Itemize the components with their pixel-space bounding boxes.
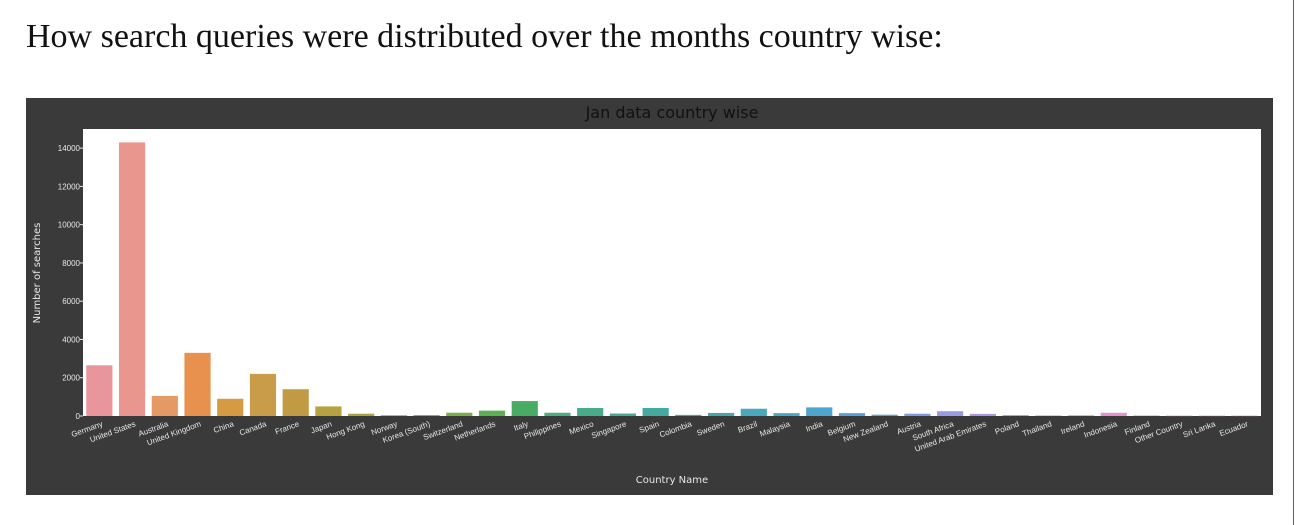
chart-figure: Jan data country wise Country Name Numbe…	[26, 98, 1273, 495]
bar	[707, 412, 735, 416]
page-heading: How search queries were distributed over…	[26, 18, 943, 55]
y-tick-label: 8000	[62, 259, 80, 268]
bar	[478, 410, 506, 416]
page-right-border	[1293, 0, 1294, 525]
y-axis-ticks: 0 2000 4000 6000 8000 10000 12000 14000	[58, 144, 83, 421]
x-tick-label: Sri Lanka	[1182, 419, 1217, 439]
y-tick-label: 14000	[58, 144, 81, 153]
x-tick-label: India	[805, 419, 825, 434]
y-tick-label: 6000	[62, 297, 80, 306]
x-tick-label: Colombia	[658, 419, 693, 439]
y-tick-label: 10000	[58, 221, 81, 230]
bar	[86, 365, 113, 416]
bar	[773, 413, 800, 416]
x-tick-label: Ecuador	[1218, 419, 1249, 438]
y-tick-label: 4000	[62, 335, 80, 344]
bar	[675, 414, 702, 416]
x-tick-label: Malaysia	[758, 419, 791, 438]
x-tick-label: Thailand	[1021, 419, 1053, 438]
y-axis-label: Number of searches	[32, 223, 43, 324]
bars	[86, 142, 1258, 417]
bar	[282, 389, 309, 416]
plot-area	[83, 129, 1261, 416]
x-tick-label: Canada	[238, 419, 268, 437]
bar	[348, 413, 375, 416]
x-tick-label: China	[212, 419, 235, 435]
bar	[838, 413, 866, 416]
bar	[937, 411, 964, 416]
bar-chart: Jan data country wise Country Name Numbe…	[32, 103, 1261, 486]
bar	[1067, 415, 1095, 416]
x-tick-label: France	[274, 419, 301, 436]
bar	[806, 407, 833, 416]
bar	[118, 142, 146, 416]
x-axis-label: Country Name	[636, 475, 708, 486]
bar	[446, 412, 473, 416]
bar	[184, 352, 211, 416]
bar	[413, 415, 440, 416]
bar	[1198, 415, 1226, 417]
bar	[740, 408, 767, 416]
x-tick-label: Sweden	[696, 419, 726, 437]
bar	[577, 407, 604, 416]
bar	[151, 395, 178, 416]
bar	[1100, 412, 1127, 416]
x-tick-label: Indonesia	[1083, 419, 1119, 440]
x-tick-label: Spain	[638, 419, 660, 434]
y-tick-label: 12000	[58, 182, 81, 191]
x-tick-label: Singapore	[590, 419, 628, 440]
x-tick-label: Brazil	[737, 419, 759, 434]
bar	[249, 373, 277, 416]
bar	[1002, 415, 1029, 416]
y-tick-label: 2000	[62, 374, 80, 383]
bar	[544, 412, 571, 416]
bar	[1035, 415, 1062, 416]
bar	[217, 398, 244, 416]
bar	[904, 413, 931, 416]
chart-title: Jan data country wise	[585, 103, 759, 122]
bar	[871, 414, 898, 416]
bar	[1231, 415, 1258, 417]
bar	[642, 407, 669, 416]
bar	[1166, 415, 1193, 417]
x-tick-label: Philippines	[523, 419, 562, 441]
x-tick-label: Poland	[994, 419, 1020, 436]
y-tick-label: 0	[76, 412, 81, 421]
bar	[380, 415, 407, 416]
bar	[315, 406, 342, 416]
bar	[969, 413, 996, 416]
bar	[609, 413, 637, 416]
bar	[1133, 415, 1160, 416]
bar	[511, 401, 538, 416]
x-tick-label: Ireland	[1060, 419, 1086, 436]
